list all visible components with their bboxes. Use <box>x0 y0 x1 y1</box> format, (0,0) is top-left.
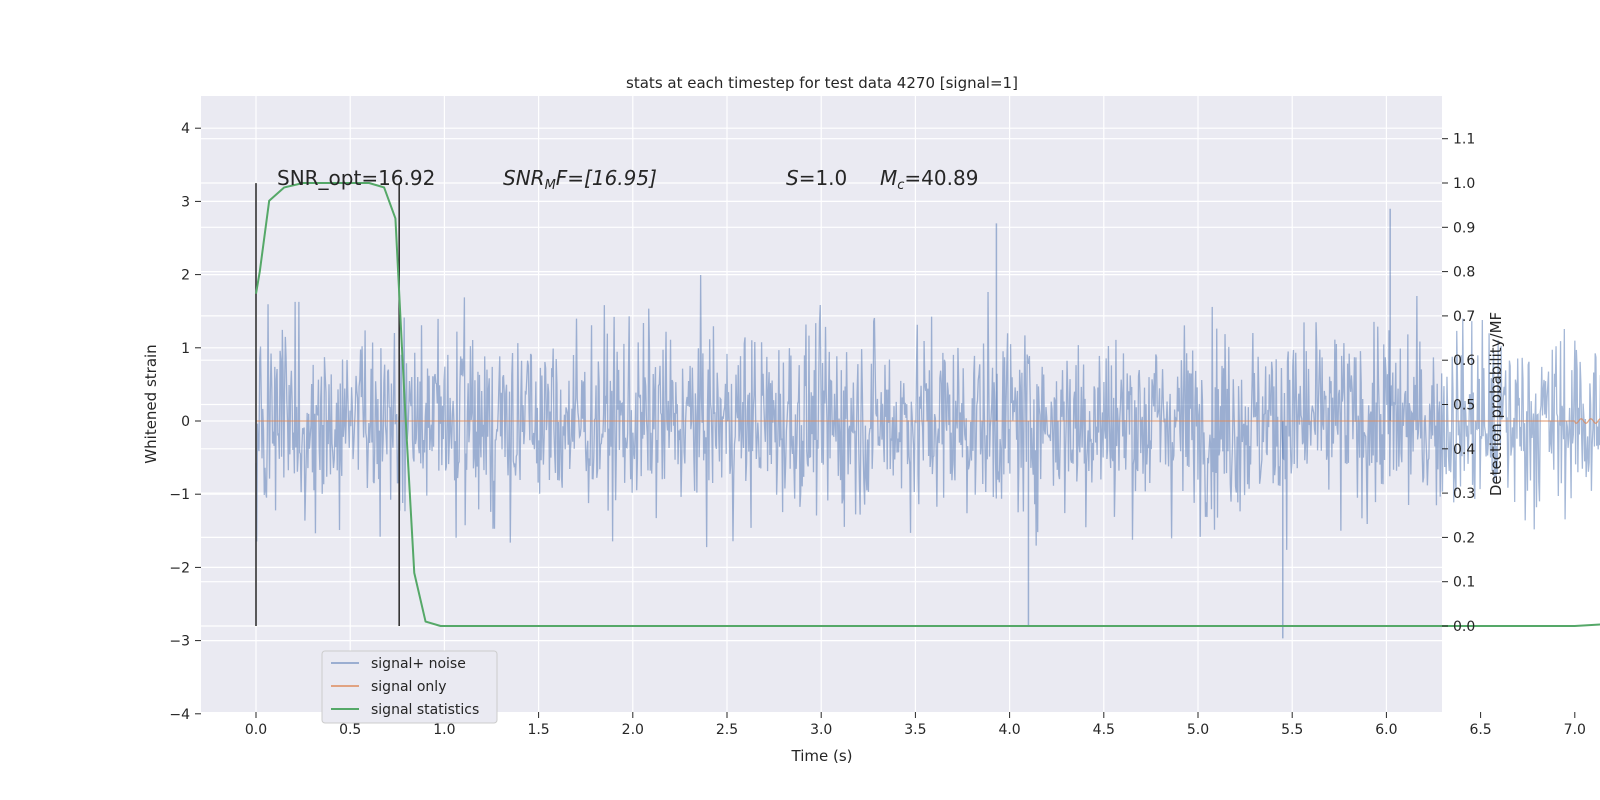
x-tick-label: 0.5 <box>339 722 361 738</box>
y-tick-label: −2 <box>169 560 190 576</box>
y2-tick-label: 0.9 <box>1453 220 1475 236</box>
y2-tick-label: 0.8 <box>1453 265 1475 281</box>
y-tick-label: 3 <box>181 194 190 210</box>
legend-label-signal-statistics: signal statistics <box>371 702 479 718</box>
y2-axis-ticks: 1.1 1.0 0.9 0.8 0.7 0.6 0.5 0.4 0.3 0.2 0.1 0.0 <box>1442 132 1475 635</box>
x-tick-label: 0.0 <box>245 722 267 738</box>
y2-tick-label: 0.5 <box>1453 398 1475 414</box>
annotation-snr-opt: SNR_opt=16.92 <box>277 166 435 190</box>
x-tick-label: 5.0 <box>1187 722 1209 738</box>
legend-box <box>321 650 498 724</box>
annotation-mc: Mc=40.89 <box>880 166 978 193</box>
y2-axis-label: Detection probability/MF <box>1487 312 1505 496</box>
series-signal-only <box>256 418 1600 424</box>
legend: signal+ noise signal only signal statist… <box>321 650 498 724</box>
y-axis-label: Whitened strain <box>142 344 160 463</box>
x-tick-label: 1.5 <box>527 722 549 738</box>
y2-tick-label: 0.1 <box>1453 575 1475 591</box>
y-tick-label: −4 <box>169 707 190 723</box>
y2-tick-label: 0.3 <box>1453 486 1475 502</box>
y2-tick-label: 0.2 <box>1453 530 1475 546</box>
y-axis-ticks: 4 3 2 1 0 −1 −2 −3 −4 <box>169 121 201 723</box>
y2-tick-label: 0.6 <box>1453 353 1475 369</box>
annotation-s: S=1.0 <box>786 166 847 190</box>
x-tick-label: 6.5 <box>1469 722 1491 738</box>
legend-label-signal-plus-noise: signal+ noise <box>371 656 466 672</box>
signal-only-line <box>256 418 1600 424</box>
y2-tick-label: 1.0 <box>1453 176 1475 192</box>
y-tick-label: 2 <box>181 268 190 284</box>
y2-tick-label: 1.1 <box>1453 132 1475 148</box>
annotation-snr-mf: SNRMF=[16.95] <box>503 166 657 193</box>
x-tick-label: 6.0 <box>1375 722 1397 738</box>
series-signal-plus-noise <box>255 208 1600 639</box>
x-axis-ticks: 0.0 0.5 1.0 1.5 2.0 2.5 3.0 3.5 4.0 4.5 5.0 5.5 6.0 6… <box>245 712 1586 738</box>
signal-statistics-line <box>255 182 1600 627</box>
chart-title: stats at each timestep for test data 427… <box>626 74 1018 92</box>
y2-tick-label: 0.0 <box>1453 619 1475 635</box>
x-tick-label: 4.0 <box>998 722 1020 738</box>
y-tick-label: 4 <box>181 121 190 137</box>
x-tick-label: 4.5 <box>1093 722 1115 738</box>
legend-label-signal-only: signal only <box>371 679 446 695</box>
x-tick-label: 5.5 <box>1281 722 1303 738</box>
y2-tick-label: 0.4 <box>1453 442 1475 458</box>
x-axis-label: Time (s) <box>791 747 853 765</box>
y-tick-label: 0 <box>181 414 190 430</box>
x-tick-label: 2.5 <box>716 722 738 738</box>
x-tick-label: 1.0 <box>433 722 455 738</box>
x-tick-label: 2.0 <box>622 722 644 738</box>
x-tick-label: 3.0 <box>810 722 832 738</box>
detection-marker-lines <box>255 183 400 626</box>
y-tick-label: −1 <box>169 487 190 503</box>
x-tick-label: 3.5 <box>904 722 926 738</box>
x-tick-label: 7.0 <box>1564 722 1586 738</box>
signal-plus-noise-line <box>255 275 1600 550</box>
series-signal-statistics <box>255 182 1600 627</box>
y-tick-label: −3 <box>169 634 190 650</box>
y-tick-label: 1 <box>181 341 190 357</box>
y2-tick-label: 0.7 <box>1453 309 1475 325</box>
